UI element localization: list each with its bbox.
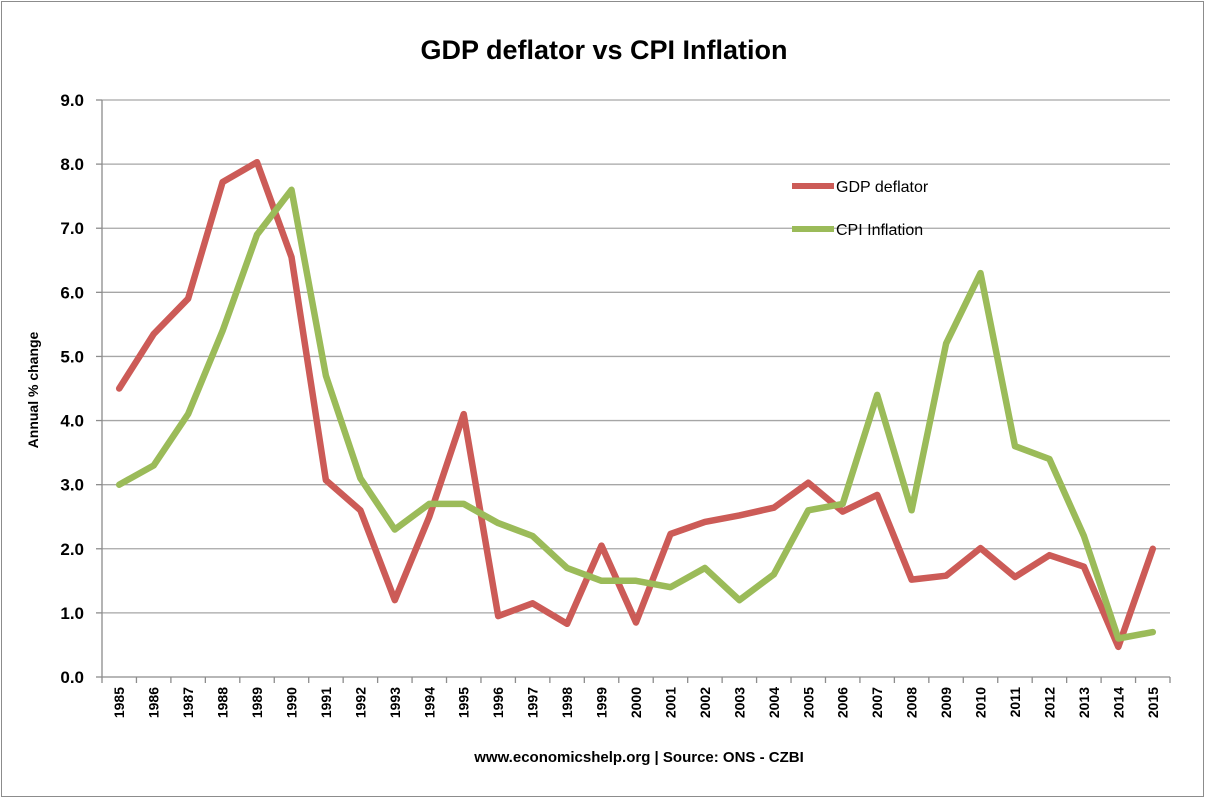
x-tick-label: 2013 <box>1076 687 1092 718</box>
series-line-cpi-inflation <box>115 186 1157 642</box>
y-tick-label: 1.0 <box>60 604 84 623</box>
axes: 0.0 1.0 2.0 3.0 4.0 5.0 6.0 7.0 8.0 9.0 1985 1986 19… <box>60 91 1171 718</box>
x-tick-label: 1989 <box>249 687 265 718</box>
x-tick-label: 2006 <box>835 687 851 718</box>
x-tick-label: 1994 <box>421 687 437 718</box>
x-tick-label: 2001 <box>662 687 678 718</box>
x-tick-label: 2005 <box>800 687 816 718</box>
y-tick-label: 2.0 <box>60 540 84 559</box>
y-tick-label: 6.0 <box>60 283 84 302</box>
x-tick-label: 1986 <box>146 687 162 718</box>
x-tick-label: 1996 <box>490 687 506 718</box>
x-tick-label: 1997 <box>525 687 541 718</box>
x-tick-label: 1992 <box>352 687 368 718</box>
x-tick-label: 2002 <box>697 687 713 718</box>
y-tick-label: 7.0 <box>60 219 84 238</box>
x-tick-label: 2000 <box>628 687 644 718</box>
x-tick-label: 2009 <box>938 687 954 718</box>
x-tick-label: 1985 <box>111 687 127 718</box>
x-tick-label: 1993 <box>387 687 403 718</box>
legend-label-gdp-deflator: GDP deflator <box>836 179 929 196</box>
series-lines <box>115 158 1157 651</box>
x-tick-label: 2012 <box>1041 687 1057 718</box>
x-tick-label: 2010 <box>973 687 989 718</box>
x-tick-label: 2014 <box>1110 687 1126 718</box>
y-tick-label: 0.0 <box>60 668 84 687</box>
x-tick-label: 2003 <box>731 687 747 718</box>
legend-label-cpi-inflation: CPI Inflation <box>836 222 923 239</box>
y-tick-label: 5.0 <box>60 347 84 366</box>
x-tick-label: 2007 <box>869 687 885 718</box>
y-axis-title: Annual % change <box>25 331 41 448</box>
chart-title: GDP deflator vs CPI Inflation <box>420 35 787 65</box>
x-tick-label: 1987 <box>180 687 196 718</box>
x-tick-label: 1990 <box>283 687 299 718</box>
source-note: www.economicshelp.org | Source: ONS - CZ… <box>473 749 804 766</box>
series-line-gdp-deflator <box>115 158 1157 651</box>
x-tick-label: 2011 <box>1007 687 1023 718</box>
x-tick-label: 1988 <box>215 687 231 718</box>
x-tick-label: 1998 <box>559 687 575 718</box>
x-tick-label: 1991 <box>318 687 334 718</box>
x-tick-label: 2008 <box>904 687 920 718</box>
y-tick-label: 4.0 <box>60 412 84 431</box>
x-tick-label: 1999 <box>594 687 610 718</box>
y-tick-label: 9.0 <box>60 91 84 110</box>
x-tick-label: 2004 <box>766 687 782 718</box>
y-tick-label: 3.0 <box>60 476 84 495</box>
y-tick-label: 8.0 <box>60 155 84 174</box>
legend: GDP deflator CPI Inflation <box>792 179 929 239</box>
x-tick-label: 1995 <box>456 687 472 718</box>
x-tick-label: 2015 <box>1145 687 1161 718</box>
